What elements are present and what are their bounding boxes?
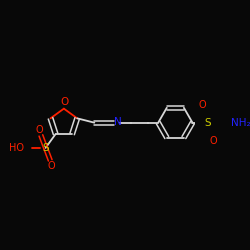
Text: S: S <box>42 143 49 153</box>
Text: O: O <box>48 161 56 171</box>
Text: NH₂: NH₂ <box>232 118 250 128</box>
Text: HO: HO <box>9 143 24 153</box>
Text: O: O <box>60 98 69 108</box>
Text: O: O <box>36 125 43 135</box>
Text: N: N <box>114 117 122 127</box>
Text: S: S <box>205 118 211 128</box>
Text: O: O <box>199 100 206 110</box>
Text: O: O <box>210 136 217 145</box>
